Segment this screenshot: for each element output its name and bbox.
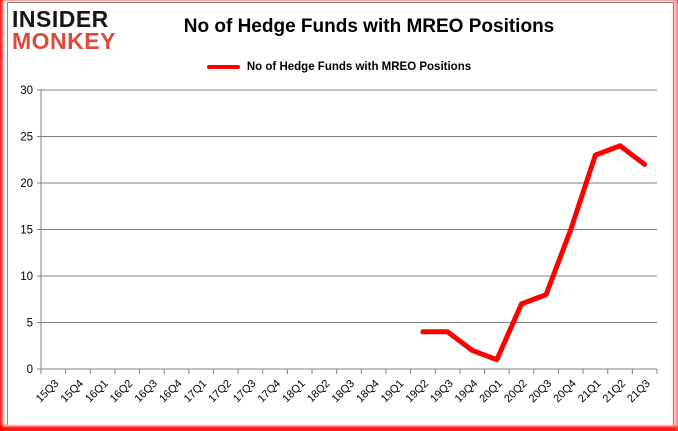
y-axis-tick-label: 5 xyxy=(27,318,33,330)
y-axis-tick-label: 15 xyxy=(20,225,33,237)
x-axis-tick-label: 21Q2 xyxy=(601,378,629,406)
data-series-line xyxy=(420,143,648,363)
x-axis-tick-label: 15Q4 xyxy=(59,378,87,406)
y-axis-tick-label: 10 xyxy=(20,271,33,283)
x-axis-tick-label: 18Q3 xyxy=(330,378,358,406)
x-axis-tick-label: 18Q4 xyxy=(354,378,382,406)
legend-line-swatch xyxy=(206,65,240,69)
insider-monkey-logo: INSIDER MONKEY xyxy=(12,6,116,54)
x-axis-tick-label: 21Q3 xyxy=(625,378,653,406)
x-axis-tick-label: 15Q3 xyxy=(34,378,62,406)
x-axis-tick-label: 20Q1 xyxy=(477,378,505,406)
x-axis-tick-label: 16Q1 xyxy=(83,378,111,406)
chart-title: No of Hedge Funds with MREO Positions xyxy=(183,16,555,37)
y-axis-tick-label: 25 xyxy=(20,132,33,144)
x-axis-tick-label: 17Q2 xyxy=(206,378,234,406)
x-axis-tick-label: 18Q2 xyxy=(305,378,333,406)
x-axis-tick-label: 18Q1 xyxy=(280,378,308,406)
y-axis-tick-label: 20 xyxy=(20,178,33,190)
x-axis-tick-label: 16Q4 xyxy=(157,378,185,406)
x-axis-tick-label: 17Q4 xyxy=(256,378,284,406)
x-axis-tick-label: 16Q2 xyxy=(108,378,136,406)
legend-label: No of Hedge Funds with MREO Positions xyxy=(246,61,472,73)
x-axis-tick-label: 19Q1 xyxy=(379,378,407,406)
x-axis-tick-label: 20Q2 xyxy=(502,378,530,406)
legend: No of Hedge Funds with MREO Positions xyxy=(0,61,678,73)
x-axis-tick-label: 19Q2 xyxy=(404,378,432,406)
x-axis-tick-label: 20Q3 xyxy=(527,378,555,406)
x-axis-tick-label: 17Q1 xyxy=(182,378,210,406)
x-axis-tick-label: 17Q3 xyxy=(231,378,259,406)
x-axis-tick-label: 21Q1 xyxy=(576,378,604,406)
y-axis-tick-label: 30 xyxy=(20,85,33,97)
logo-monkey-text: MONKEY xyxy=(12,27,116,54)
logo-insider-text: INSIDER xyxy=(12,6,109,32)
x-axis-tick-label: 19Q3 xyxy=(428,378,456,406)
x-axis-tick-label: 19Q4 xyxy=(453,378,481,406)
y-axis-tick-label: 0 xyxy=(27,364,33,376)
x-axis-tick-label: 20Q4 xyxy=(551,378,579,406)
x-axis-tick-label: 16Q3 xyxy=(132,378,160,406)
